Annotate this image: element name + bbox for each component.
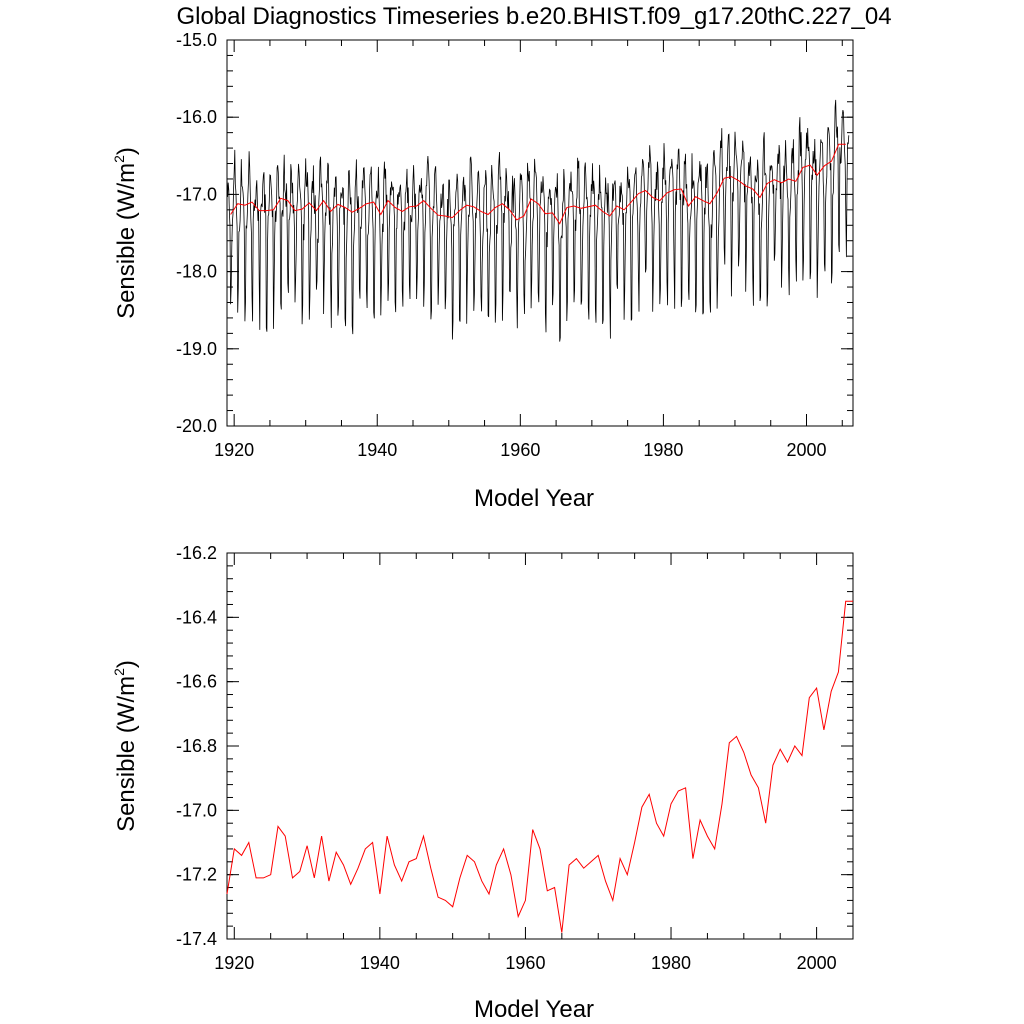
y-tick-labels: -17.4 -17.2 -17.0 -16.8 -16.6 -16.4 -16.2 (176, 543, 217, 949)
y-tick-label: -17.2 (176, 865, 217, 885)
x-tick-label: 1920 (214, 440, 254, 460)
x-axis-label: Model Year (474, 485, 594, 512)
x-tick-label: 2000 (797, 953, 837, 973)
panel-annual-timeseries: 1920 1940 1960 1980 2000 -17.4 -17.2 -17.0 -16.… (111, 543, 854, 1023)
x-tick-label: 1960 (500, 440, 540, 460)
x-tick-label: 1980 (643, 440, 683, 460)
x-tick-label: 1940 (360, 953, 400, 973)
y-axis-label-superscript: 2 (111, 155, 127, 163)
y-tick-label: -16.8 (176, 736, 217, 756)
y-tick-label: -16.6 (176, 672, 217, 692)
plot-frame (226, 39, 854, 427)
y-tick-label: -15.0 (176, 30, 217, 50)
x-tick-labels: 1920 1940 1960 1980 2000 (214, 440, 826, 460)
y-tick-label: -16.2 (176, 543, 217, 563)
x-tick-label: 1980 (651, 953, 691, 973)
y-tick-label: -20.0 (176, 416, 217, 436)
x-tick-labels: 1920 1940 1960 1980 2000 (214, 953, 836, 973)
y-tick-label: -18.0 (176, 262, 217, 282)
axis-ticks (227, 39, 853, 427)
y-axis-label-main: Sensible (W/m (113, 163, 140, 319)
x-axis-label: Model Year (474, 996, 594, 1023)
y-tick-label: -16.4 (176, 607, 217, 627)
y-tick-label: -17.0 (176, 184, 217, 204)
y-axis-label-close: ) (113, 147, 140, 155)
x-tick-label: 1960 (505, 953, 545, 973)
annual-series-line (226, 600, 853, 933)
y-tick-labels: -20.0 -19.0 -18.0 -17.0 -16.0 -15.0 (176, 30, 217, 436)
plot-frame (226, 552, 854, 940)
x-tick-label: 2000 (786, 440, 826, 460)
annual-mean-series-line (230, 143, 846, 225)
series-group (226, 600, 853, 933)
axis-ticks (227, 552, 854, 940)
y-axis-label: Sensible (W/m2) (111, 147, 140, 319)
y-axis-label: Sensible (W/m2) (111, 660, 140, 832)
y-tick-label: -19.0 (176, 339, 217, 359)
y-tick-label: -17.0 (176, 800, 217, 820)
y-axis-label-superscript: 2 (111, 668, 127, 676)
x-tick-label: 1940 (357, 440, 397, 460)
y-axis-label-close: ) (113, 660, 140, 668)
x-tick-label: 1920 (214, 953, 254, 973)
figure-title: Global Diagnostics Timeseries b.e20.BHIS… (176, 3, 891, 30)
y-axis-label-main: Sensible (W/m (113, 676, 140, 832)
y-tick-label: -17.4 (176, 929, 217, 949)
series-group (226, 99, 850, 342)
y-tick-label: -16.0 (176, 107, 217, 127)
monthly-series-line (226, 99, 850, 342)
panel-monthly-timeseries: 1920 1940 1960 1980 2000 -20.0 -19.0 -18.0 -17.… (111, 30, 854, 512)
